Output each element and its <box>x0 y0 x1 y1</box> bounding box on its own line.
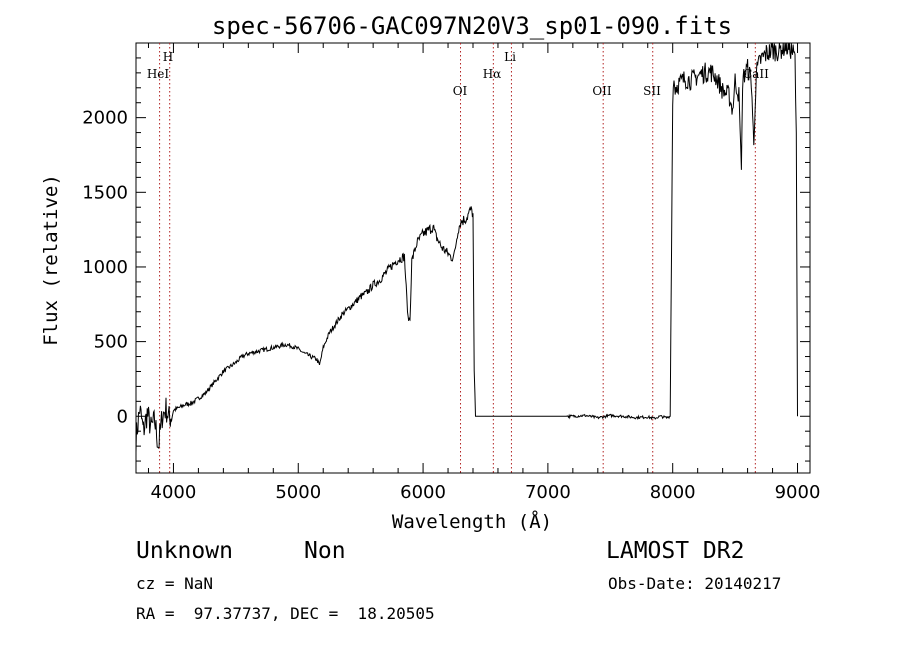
x-tick-label: 8000 <box>650 482 696 503</box>
redshift-cz: cz = NaN <box>136 574 214 593</box>
survey-name: LAMOST DR2 <box>606 538 745 564</box>
y-tick-label: 2000 <box>82 108 128 129</box>
spectrum-line <box>135 42 798 453</box>
object-subclass: Non <box>304 538 346 564</box>
line-marker-label: HeI <box>147 67 170 81</box>
x-axis-label: Wavelength (Å) <box>392 510 552 533</box>
line-marker-label: OI <box>453 84 468 98</box>
object-class: Unknown <box>136 538 233 564</box>
x-tick-label: 5000 <box>275 482 321 503</box>
line-marker-label: H <box>163 50 173 64</box>
observation-date: Obs-Date: 20140217 <box>608 574 782 593</box>
y-tick-label: 0 <box>117 406 128 427</box>
y-tick-label: 500 <box>94 332 128 353</box>
line-marker-label: SII <box>643 84 661 98</box>
y-axis-label: Flux (relative) <box>40 174 62 346</box>
line-marker-label: Hα <box>483 67 502 81</box>
line-marker-label: Li <box>504 50 516 64</box>
line-marker-label: OII <box>592 84 612 98</box>
y-tick-label: 1000 <box>82 257 128 278</box>
x-tick-label: 7000 <box>525 482 571 503</box>
x-tick-label: 9000 <box>775 482 821 503</box>
x-tick-label: 4000 <box>151 482 197 503</box>
coordinates: RA = 97.37737, DEC = 18.20505 <box>136 604 435 623</box>
y-tick-label: 1500 <box>82 182 128 203</box>
axis-ticks: 4000 5000 6000 7000 8000 9000 0 500 1000 1500 2000 <box>82 43 820 503</box>
x-tick-label: 6000 <box>400 482 446 503</box>
chart-title: spec-56706-GAC097N20V3_sp01-090.fits <box>212 12 732 40</box>
